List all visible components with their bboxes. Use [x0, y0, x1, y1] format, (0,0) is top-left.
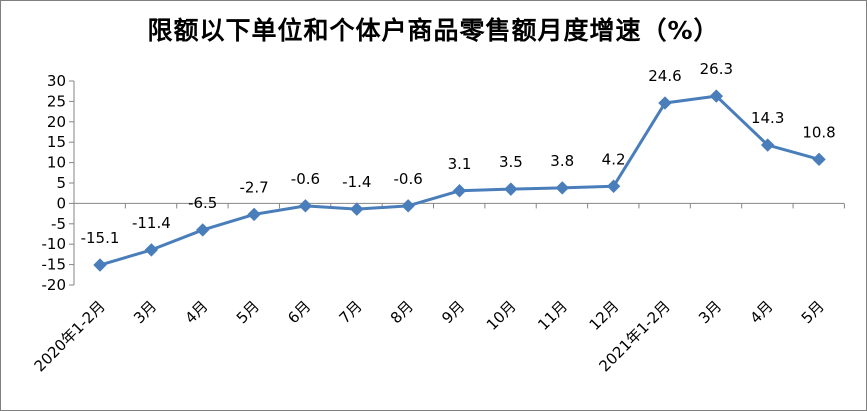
x-category-label: 11月: [534, 297, 571, 334]
data-label: 4.2: [602, 150, 626, 168]
x-category-label: 8月: [387, 297, 417, 327]
data-point-marker: [196, 223, 210, 237]
x-category-label: 5月: [233, 297, 263, 327]
x-category-label: 4月: [746, 297, 776, 327]
data-label: -0.6: [394, 170, 423, 188]
data-label: -6.5: [188, 194, 217, 212]
data-label: -2.7: [239, 178, 268, 196]
y-tick-label: 15: [47, 133, 66, 151]
y-tick-label: -10: [42, 235, 67, 253]
x-category-label: 2020年1-2月: [31, 297, 109, 375]
y-tick-label: -5: [51, 215, 66, 233]
chart-title: 限额以下单位和个体户商品零售额月度增速（%）: [147, 16, 720, 45]
data-point-marker: [93, 258, 107, 272]
data-label: -11.4: [132, 214, 171, 232]
x-category-label: 3月: [695, 297, 725, 327]
y-tick-label: -20: [42, 276, 67, 294]
data-label: 3.5: [499, 153, 523, 171]
data-label: 26.3: [700, 60, 733, 78]
data-label: -15.1: [81, 229, 120, 247]
y-tick-label: 5: [56, 174, 66, 192]
data-point-marker: [760, 138, 775, 152]
x-category-label: 6月: [284, 297, 314, 327]
data-point-marker: [247, 207, 261, 222]
x-category-label: 12月: [586, 297, 623, 334]
data-point-marker: [350, 202, 364, 216]
y-tick-label: 0: [56, 194, 66, 212]
data-point-marker: [658, 96, 672, 110]
y-tick-label: 30: [47, 72, 66, 90]
x-category-label: 5月: [798, 297, 828, 327]
x-category-label: 7月: [336, 297, 366, 327]
data-point-marker: [504, 182, 518, 196]
x-category-label: 9月: [438, 297, 468, 327]
data-point-marker: [401, 199, 415, 213]
x-category-label: 10月: [483, 297, 520, 334]
data-label: 3.1: [448, 155, 472, 173]
data-point-marker: [452, 184, 467, 198]
data-label: -0.6: [291, 170, 320, 188]
data-label: 10.8: [802, 123, 835, 141]
data-point-marker: [812, 152, 826, 167]
x-category-label: 3月: [130, 297, 160, 327]
data-point-marker: [606, 179, 621, 193]
data-point-marker: [709, 89, 724, 103]
data-point-marker: [555, 181, 569, 195]
data-label: 3.8: [550, 152, 574, 170]
y-tick-label: -15: [42, 256, 67, 274]
series-line: [98, 94, 821, 267]
data-label: -1.4: [342, 173, 371, 191]
data-point-marker: [298, 199, 313, 213]
data-label: 14.3: [751, 109, 784, 127]
y-tick-label: 20: [47, 113, 66, 131]
data-point-marker: [144, 243, 159, 257]
data-label: 24.6: [648, 67, 681, 85]
y-tick-label: 10: [47, 154, 66, 172]
x-category-label: 4月: [181, 297, 211, 327]
y-tick-label: 25: [47, 92, 66, 110]
